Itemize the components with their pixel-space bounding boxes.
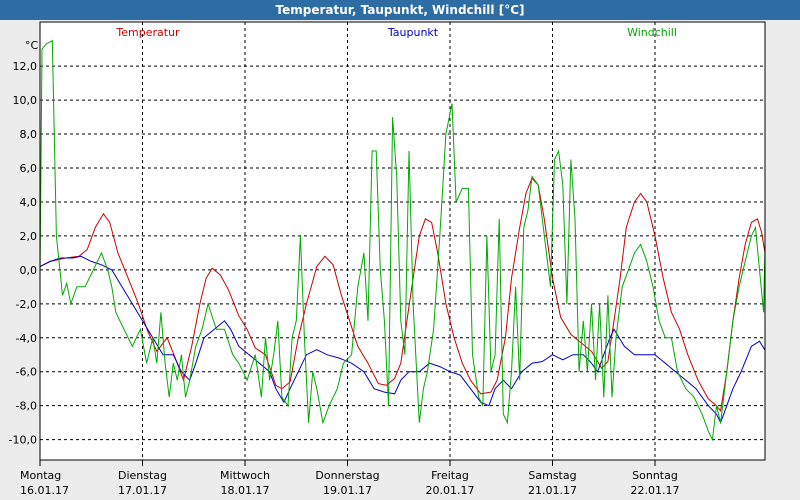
- x-date-label: 21.01.17: [528, 484, 577, 497]
- x-date-label: 19.01.17: [323, 484, 372, 497]
- y-tick-label: 6,0: [20, 162, 38, 175]
- y-tick-label: -8,0: [16, 400, 37, 413]
- x-date-label: 18.01.17: [221, 484, 270, 497]
- legend-taupunkt: Taupunkt: [387, 26, 439, 39]
- x-day-label: Mittwoch: [220, 469, 270, 482]
- legend-temperatur: Temperatur: [115, 26, 180, 39]
- y-tick-label: 8,0: [20, 128, 38, 141]
- series-line-taupunkt: [40, 255, 765, 424]
- title-bar: [0, 0, 800, 20]
- y-tick-label: 4,0: [20, 196, 38, 209]
- x-day-label: Samstag: [528, 469, 576, 482]
- x-date-label: 22.01.17: [631, 484, 680, 497]
- window-title: Temperatur, Taupunkt, Windchill [°C]: [275, 3, 525, 17]
- series-line-temperatur: [40, 177, 765, 412]
- x-day-label: Donnerstag: [315, 469, 379, 482]
- y-tick-label: 12,0: [13, 60, 38, 73]
- x-date-label: 17.01.17: [118, 484, 167, 497]
- series-line-windchill: [40, 39, 765, 442]
- plot-area: [39, 21, 766, 461]
- y-tick-label: 0,0: [20, 264, 38, 277]
- y-tick-label: -10,0: [9, 434, 37, 447]
- y-tick-label: -4,0: [16, 332, 37, 345]
- x-day-label: Sonntag: [632, 469, 678, 482]
- y-tick-label: 10,0: [13, 94, 38, 107]
- x-date-label: 20.01.17: [426, 484, 475, 497]
- legend-windchill: Windchill: [627, 26, 677, 39]
- x-day-label: Dienstag: [118, 469, 167, 482]
- y-axis-unit: °C: [25, 39, 39, 52]
- x-date-label: 16.01.17: [20, 484, 69, 497]
- x-day-label: Freitag: [431, 469, 469, 482]
- x-day-label: Montag: [20, 469, 61, 482]
- y-tick-label: 2,0: [20, 230, 38, 243]
- y-tick-label: -2,0: [16, 298, 37, 311]
- y-tick-label: -6,0: [16, 366, 37, 379]
- plot-border: [39, 21, 766, 461]
